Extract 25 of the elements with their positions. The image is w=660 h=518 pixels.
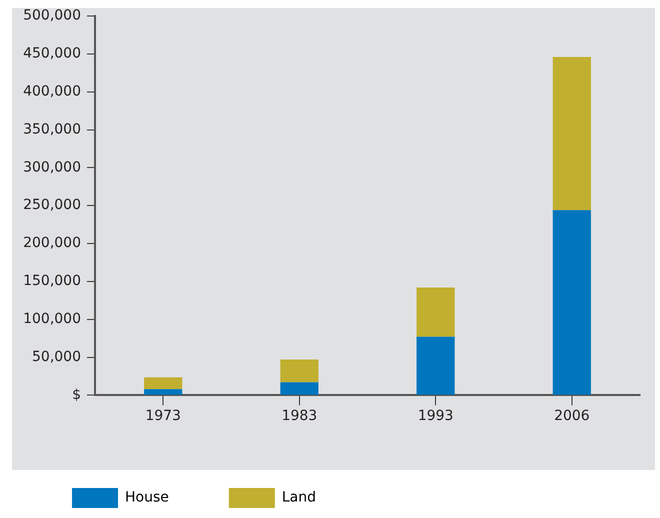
- y-tick-label: 350,000: [23, 121, 81, 138]
- y-tick-label: 250,000: [23, 197, 81, 214]
- x-tick-label: 1973: [145, 408, 181, 424]
- y-tick-label: 200,000: [23, 235, 81, 252]
- bar: [144, 389, 182, 395]
- y-tick-label: 450,000: [23, 46, 81, 62]
- y-tick-label: 50,000: [32, 348, 81, 365]
- y-tick-label: $: [72, 386, 81, 403]
- bar: [280, 360, 318, 382]
- bar: [552, 210, 591, 395]
- y-tick-label: 500,000: [23, 8, 81, 24]
- legend-label: House: [125, 490, 169, 506]
- bar: [280, 382, 318, 395]
- bar: [552, 56, 591, 210]
- bar: [416, 336, 455, 395]
- y-tick-label: 100,000: [23, 311, 81, 327]
- bar: [416, 288, 455, 337]
- y-tick-label: 150,000: [23, 273, 81, 290]
- legend-label: Land: [282, 490, 316, 506]
- x-tick-label: 1983: [282, 408, 318, 424]
- y-tick-label: 400,000: [23, 83, 81, 100]
- x-tick-label: 2006: [554, 408, 590, 424]
- x-tick-label: 1993: [418, 408, 454, 424]
- bar: [144, 377, 182, 390]
- y-tick-label: 300,000: [23, 159, 81, 176]
